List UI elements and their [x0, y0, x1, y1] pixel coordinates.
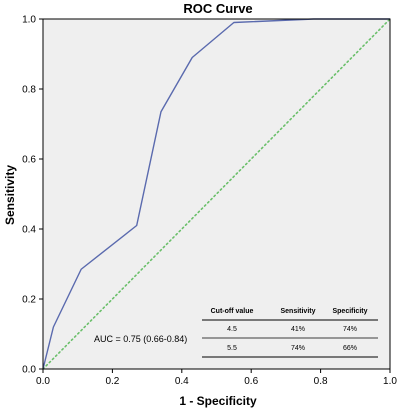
y-tick-label: 1.0: [22, 15, 36, 26]
table-header-sensitivity: Sensitivity: [280, 308, 315, 315]
table-cell: 66%: [343, 345, 357, 352]
x-tick-label: 0.2: [105, 376, 119, 387]
x-tick-label: 1.0: [383, 376, 397, 387]
table-header-specificity: Specificity: [332, 308, 367, 315]
x-tick-label: 0.0: [36, 376, 50, 387]
cutoff-table: Cut-off value Sensitivity Specificity 4.…: [202, 308, 378, 358]
y-tick-label: 0.6: [22, 155, 36, 166]
reference-diagonal: [42, 18, 391, 370]
y-tick-label: 0.8: [22, 85, 36, 96]
x-axis-label: 1 - Specificity: [179, 394, 257, 408]
chart-title: ROC Curve: [183, 1, 252, 16]
table-cell: 74%: [343, 326, 357, 333]
x-tick-label: 0.4: [175, 376, 189, 387]
table-cell: 41%: [291, 326, 305, 333]
y-tick-label: 0.2: [22, 295, 36, 306]
roc-curve-line: [42, 18, 390, 370]
x-tick-label: 0.8: [314, 376, 328, 387]
y-axis-label: Sensitivity: [3, 165, 17, 225]
table-cell: 74%: [291, 345, 305, 352]
plot-frame: [42, 18, 391, 370]
table-header-cutoff: Cut-off value: [211, 308, 254, 315]
y-tick-label: 0.0: [22, 365, 36, 376]
table-cell: 5.5: [227, 345, 237, 352]
x-tick-label: 0.6: [244, 376, 258, 387]
auc-annotation: AUC = 0.75 (0.66-0.84): [94, 334, 187, 344]
table-cell: 4.5: [227, 326, 237, 333]
y-tick-label: 0.4: [22, 225, 36, 236]
